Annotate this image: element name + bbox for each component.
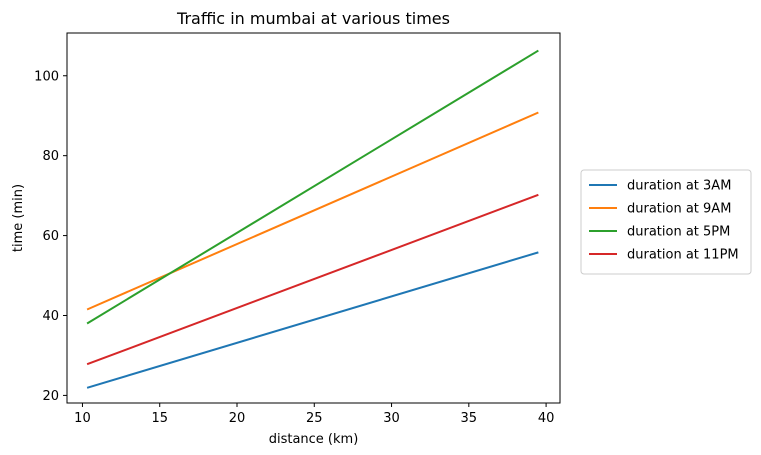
- y-tick-label: 20: [42, 389, 59, 404]
- legend-label-2: duration at 5PM: [627, 225, 730, 240]
- plot-frame: [66, 32, 561, 404]
- series-line-1: [86, 111, 539, 311]
- x-tick-label: 20: [229, 411, 246, 426]
- x-tick-label: 15: [151, 411, 168, 426]
- legend-box: [580, 169, 752, 275]
- y-tick-label: 100: [34, 69, 59, 84]
- plot-area: 10 15 20 25 30 35 40 20 40 60 80 100: [34, 32, 561, 426]
- series-line-3: [86, 193, 539, 366]
- x-axis-label: distance (km): [269, 432, 359, 447]
- series-line-0: [86, 251, 539, 389]
- legend-label-3: duration at 11PM: [627, 248, 739, 263]
- x-tick-label: 30: [383, 411, 400, 426]
- y-tick-label: 60: [42, 229, 59, 244]
- y-axis-label: time (min): [11, 184, 26, 252]
- x-tick-label: 40: [538, 411, 555, 426]
- x-tick-label: 10: [74, 411, 91, 426]
- legend: duration at 3AM duration at 9AM duration a…: [580, 169, 752, 275]
- series-line-2: [86, 49, 539, 325]
- y-tick-label: 40: [42, 309, 59, 324]
- x-tick-label: 25: [306, 411, 323, 426]
- legend-label-1: duration at 9AM: [627, 202, 731, 217]
- y-tick-label: 80: [42, 149, 59, 164]
- chart-title: Traffic in mumbai at various times: [176, 9, 450, 28]
- x-tick-label: 35: [461, 411, 478, 426]
- legend-label-0: duration at 3AM: [627, 179, 731, 194]
